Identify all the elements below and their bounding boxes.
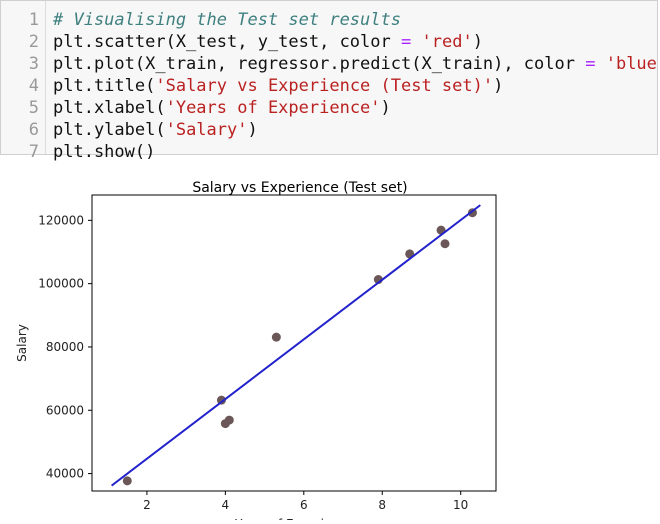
y-tick-label: 60000 <box>46 403 84 417</box>
code-token: 'Years of Experience' <box>165 98 381 118</box>
code-line: 5 plt.xlabel('Years of Experience') <box>1 97 657 119</box>
code-token: 'red' <box>421 32 473 52</box>
line-number: 2 <box>28 32 39 52</box>
line-number: 5 <box>28 98 39 118</box>
plot-frame <box>91 194 497 492</box>
y-axis-label: Salary <box>15 324 29 362</box>
scatter-chart: 246810400006000080000100000120000Years o… <box>15 194 497 524</box>
y-tick-label: 120000 <box>38 213 84 227</box>
x-tick-label: 10 <box>453 498 468 512</box>
x-tick-label: 6 <box>300 498 308 512</box>
code-token: ) <box>247 120 258 140</box>
x-tick-label: 2 <box>143 498 151 512</box>
code-token: plt.ylabel( <box>53 120 166 140</box>
y-tick-label: 100000 <box>38 277 84 291</box>
code-line: 1 # Visualising the Test set results <box>1 9 657 31</box>
line-number: 1 <box>28 10 39 30</box>
code-token <box>595 54 605 74</box>
code-line: 6 plt.ylabel('Salary') <box>1 119 657 141</box>
code-token: = <box>401 32 412 52</box>
x-tick-label: 4 <box>222 498 230 512</box>
code-text: # Visualising the Test set results <box>53 9 401 31</box>
y-tick-label: 40000 <box>46 467 84 481</box>
scatter-point <box>216 395 226 405</box>
code-text: plt.plot(X_train, regressor.predict(X_tr… <box>53 53 660 75</box>
code-line: 7 plt.show() <box>1 141 657 163</box>
code-token: 'Salary vs Experience (Test set)' <box>155 76 494 96</box>
code-token: plt.scatter(X_test, y_test, color <box>53 32 401 52</box>
gutter-divider <box>45 1 46 154</box>
code-token: plt.title( <box>53 76 156 96</box>
code-token: = <box>585 54 596 74</box>
code-token: 'Salary' <box>165 120 248 140</box>
line-number: 7 <box>28 142 39 162</box>
code-line: 2 plt.scatter(X_test, y_test, color = 're… <box>1 31 657 53</box>
code-token: plt.plot(X_train, regressor.predict(X_tr… <box>53 54 586 74</box>
code-text: plt.scatter(X_test, y_test, color = 'red… <box>53 31 483 53</box>
code-token: ) <box>472 32 483 52</box>
scatter-point <box>122 476 132 486</box>
code-token: plt.xlabel( <box>53 98 166 118</box>
code-cell[interactable]: 1 # Visualising the Test set results 2 plt.… <box>0 0 660 162</box>
code-line: 4 plt.title('Salary vs Experience (Test s… <box>1 75 657 97</box>
scatter-point <box>440 239 450 249</box>
code-token: ) <box>493 76 504 96</box>
y-tick-label: 80000 <box>46 340 84 354</box>
x-tick-label: 8 <box>378 498 386 512</box>
line-number: 6 <box>28 120 39 140</box>
code-token: 'blue' <box>605 54 660 74</box>
code-token <box>411 32 421 52</box>
code-text: plt.title('Salary vs Experience (Test se… <box>53 75 503 97</box>
code-token: # Visualising the Test set results <box>53 10 401 30</box>
scatter-point <box>271 332 281 342</box>
code-line: 3 plt.plot(X_train, regressor.predict(X_t… <box>1 53 660 75</box>
code-token: plt.show() <box>53 142 156 162</box>
code-editor[interactable]: 1 # Visualising the Test set results 2 plt.… <box>1 9 660 163</box>
code-text: plt.show() <box>53 141 155 163</box>
chart-title: Salary vs Experience (Test set) <box>192 180 408 196</box>
line-number: 3 <box>28 54 39 74</box>
code-text: plt.xlabel('Years of Experience') <box>53 97 391 119</box>
regression-line <box>111 204 481 487</box>
line-number: 4 <box>28 76 39 96</box>
code-token: ) <box>380 98 391 118</box>
scatter-point <box>224 415 234 425</box>
code-text: plt.ylabel('Salary') <box>53 119 258 141</box>
chart-output: Salary vs Experience (Test set) 2 4 6 8 10 40… <box>0 168 660 524</box>
